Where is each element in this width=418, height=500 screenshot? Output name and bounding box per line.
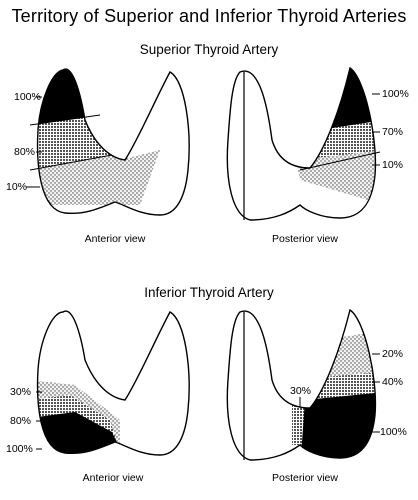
ip-label-100: 100% — [380, 426, 407, 438]
ia-label-80: 80% — [10, 415, 32, 427]
sa-region-10 — [37, 150, 160, 205]
superior-anterior-gland — [26, 68, 190, 216]
inferior-posterior-gland — [226, 308, 380, 461]
sa-label-10: 10% — [6, 181, 28, 193]
sp-label-70: 70% — [382, 126, 404, 138]
inferior-subtitle: Inferior Thyroid Artery — [144, 285, 274, 300]
sp-region-10 — [296, 150, 376, 205]
ip-label-20: 20% — [382, 348, 404, 360]
sp-caption: Posterior view — [272, 233, 338, 245]
ia-label-30: 30% — [10, 386, 32, 398]
sp-label-10: 10% — [382, 159, 404, 171]
figure-title: Territory of Superior and Inferior Thyro… — [11, 6, 407, 26]
sa-label-100: 100% — [14, 91, 41, 103]
sp-label-100: 100% — [382, 88, 409, 100]
ia-region-100 — [37, 412, 130, 455]
ip-label-40: 40% — [382, 376, 404, 388]
ia-caption: Anterior view — [82, 472, 144, 484]
ip-label-30: 30% — [290, 385, 312, 397]
superior-posterior-gland — [226, 66, 381, 221]
sa-label-80: 80% — [14, 146, 36, 158]
superior-subtitle: Superior Thyroid Artery — [139, 42, 279, 57]
ia-label-100: 100% — [6, 443, 33, 455]
sa-caption: Anterior view — [84, 233, 146, 245]
ip-caption: Posterior view — [272, 472, 338, 484]
inferior-anterior-gland — [36, 310, 190, 456]
